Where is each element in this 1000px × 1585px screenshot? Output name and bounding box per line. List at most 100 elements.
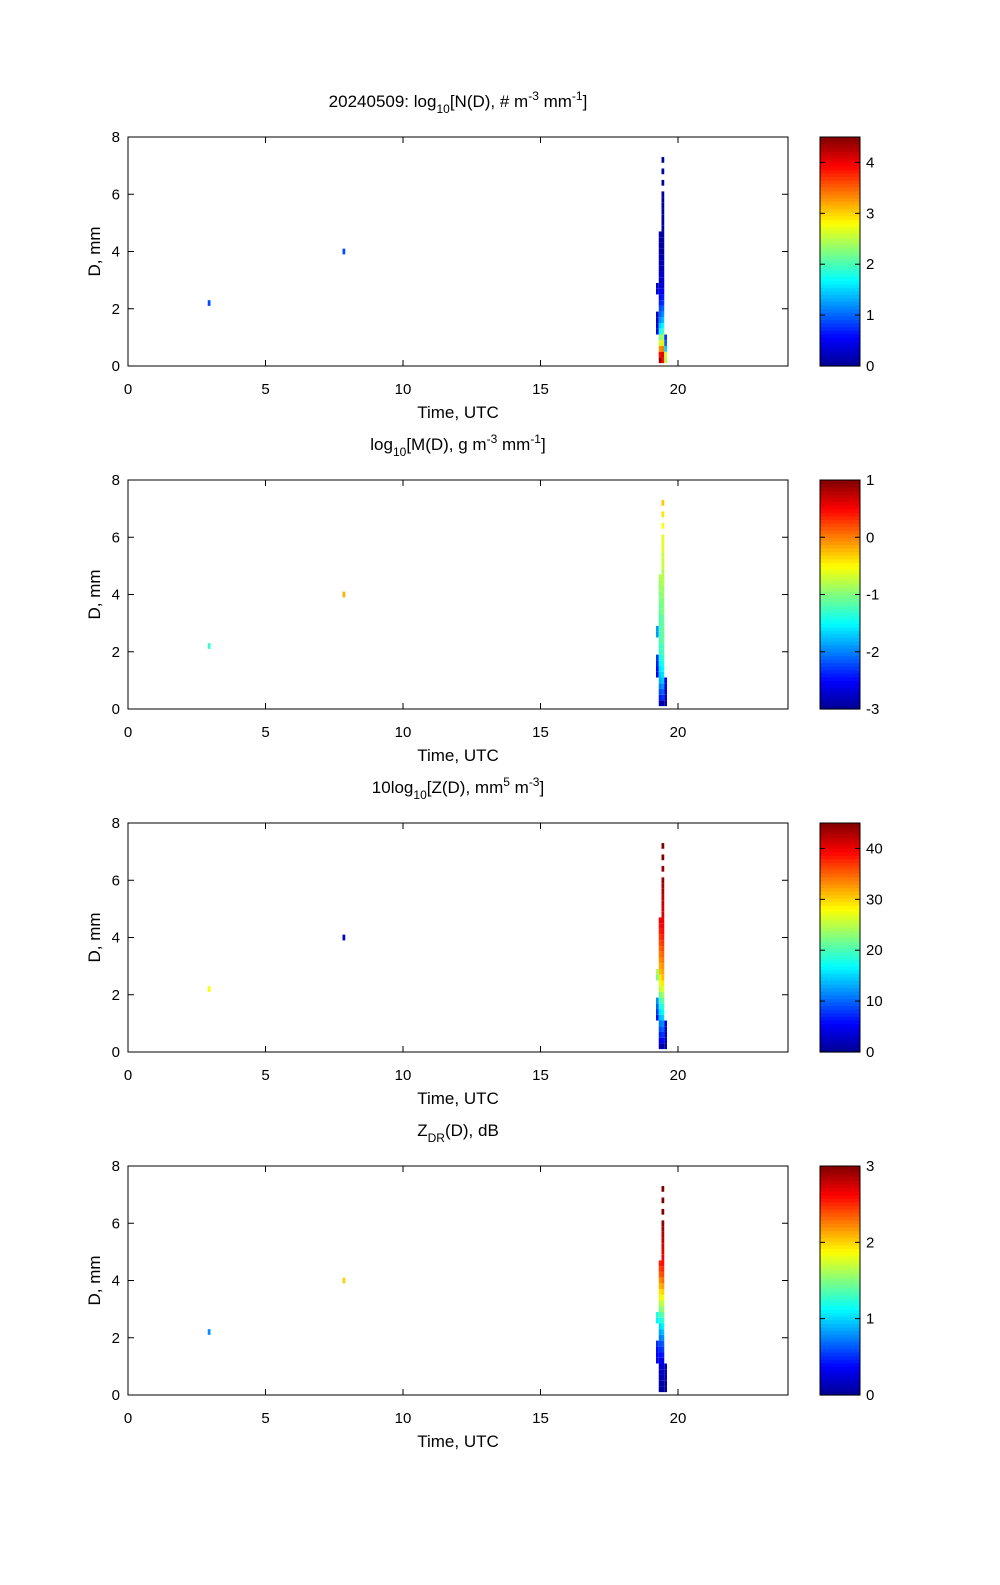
colorbar-tick-label: -3: [866, 701, 879, 718]
colorbar-segment: [820, 537, 860, 542]
colorbar-segment: [820, 1016, 860, 1021]
heatmap-cell: [661, 197, 665, 203]
x-tick-label: 0: [124, 724, 132, 741]
heatmap-cell: [658, 1329, 662, 1335]
heatmap-cell: [664, 1026, 667, 1032]
colorbar-segment: [820, 147, 860, 152]
y-axis-label: D, mm: [85, 569, 104, 619]
colorbar-segment: [820, 1337, 860, 1342]
heatmap-cell: [661, 843, 665, 849]
colorbar-segment: [820, 844, 860, 849]
colorbar-segment: [820, 601, 860, 606]
colorbar-segment: [820, 512, 860, 517]
colorbar-segment: [820, 1391, 860, 1396]
colorbar-segment: [820, 298, 860, 303]
colorbar-segment: [820, 1205, 860, 1210]
colorbar-segment: [820, 1384, 860, 1389]
colorbar: 0 1 2 3: [819, 1158, 874, 1404]
heatmap-cell: [661, 191, 665, 198]
heatmap-cell: [207, 300, 211, 306]
heatmap-cell: [661, 1323, 665, 1330]
colorbar-segment: [820, 355, 860, 360]
colorbar-segment: [820, 562, 860, 567]
heatmap-cell: [658, 608, 662, 615]
colorbar-segment: [820, 515, 860, 520]
colorbar-segment: [820, 1251, 860, 1257]
colorbar-segment: [820, 958, 860, 964]
colorbar-segment: [820, 1269, 860, 1274]
colorbar-segment: [820, 580, 860, 585]
colorbar-segment: [820, 526, 860, 531]
colorbar-segment: [820, 851, 860, 856]
heatmap-cell: [661, 946, 665, 952]
plot-area: [127, 1165, 789, 1396]
colorbar-segment: [820, 698, 860, 703]
heatmap-cell: [656, 1352, 659, 1358]
colorbar-segment: [820, 1216, 860, 1221]
heatmap-cell: [661, 1386, 665, 1393]
heatmap-cell: [664, 1386, 667, 1393]
heatmap-cell: [661, 1329, 665, 1335]
heatmap-cell: [658, 231, 662, 238]
panel-1: 20240509: log10[N(D), # m-3 mm-1]0 5 10 15 2…: [85, 89, 874, 422]
plot-area: [127, 822, 789, 1053]
colorbar-segment: [820, 898, 860, 903]
heatmap-cell: [661, 1374, 665, 1381]
heatmap-cell: [661, 522, 665, 529]
colorbar: -3 -2 -1 0 1: [819, 472, 879, 718]
heatmap-cell: [661, 591, 665, 598]
heatmap-cells: [207, 500, 667, 707]
colorbar-segment: [820, 1387, 860, 1393]
heatmap-cell: [661, 1340, 665, 1347]
heatmap-cell: [661, 545, 665, 552]
heatmap-cell: [661, 1220, 665, 1227]
heatmap-cell: [661, 1026, 665, 1032]
colorbar-segment: [820, 583, 860, 588]
heatmap-cell: [658, 1009, 662, 1015]
heatmap-cell: [661, 323, 665, 329]
heatmap-cell: [661, 282, 665, 289]
x-tick-label: 10: [395, 1067, 412, 1084]
y-tick-label: 0: [112, 358, 120, 375]
heatmap-cell: [658, 305, 662, 312]
heatmap-cell: [207, 643, 211, 649]
colorbar-segment: [820, 1248, 860, 1253]
heatmap-cell: [664, 1369, 667, 1375]
heatmap-cell: [656, 625, 659, 632]
heatmap-cell: [661, 168, 665, 175]
colorbar-segment: [820, 1380, 860, 1385]
colorbar-segment: [820, 969, 860, 974]
heatmap-cell: [656, 631, 659, 638]
heatmap-cell: [656, 666, 659, 672]
panel-title: 10log10[Z(D), mm5 m-3]: [372, 775, 544, 802]
heatmap-cell: [661, 1369, 665, 1375]
heatmap-cell: [664, 1037, 667, 1044]
y-tick-label: 0: [112, 701, 120, 718]
colorbar-segment: [820, 1316, 860, 1321]
colorbar-segment: [820, 894, 860, 899]
colorbar-segment: [820, 644, 860, 649]
heatmap-cell: [661, 231, 665, 238]
colorbar-segment: [820, 204, 860, 210]
colorbar-segment: [820, 190, 860, 195]
heatmap-cell: [661, 1237, 665, 1244]
colorbar-segment: [820, 687, 860, 692]
colorbar-segment: [820, 1194, 860, 1199]
heatmap-cell: [658, 946, 662, 952]
plot-area: [127, 136, 789, 367]
colorbar-segment: [820, 1030, 860, 1035]
heatmap-cell: [661, 1043, 665, 1050]
heatmap-cell: [658, 265, 662, 272]
colorbar-segment: [820, 340, 860, 346]
colorbar-segment: [820, 480, 860, 485]
colorbar-segment: [820, 1166, 860, 1171]
y-tick-label: 0: [112, 1387, 120, 1404]
colorbar-segment: [820, 941, 860, 946]
heatmap-cell: [658, 1043, 662, 1050]
colorbar-segment: [820, 701, 860, 707]
heatmap-cell: [658, 1346, 662, 1353]
colorbar-tick-label: 4: [866, 154, 874, 171]
heatmap-cell: [661, 923, 665, 929]
heatmap-cell: [661, 700, 665, 707]
heatmap-cell: [661, 911, 665, 918]
